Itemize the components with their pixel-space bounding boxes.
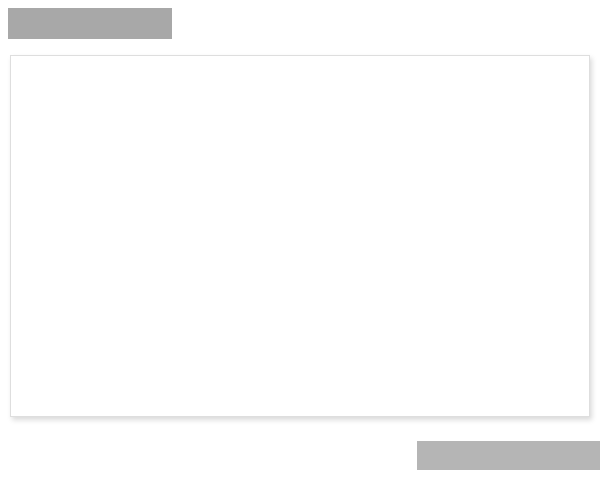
footer-url-watermark (417, 441, 600, 470)
tg-badge (8, 8, 172, 39)
chart-canvas (11, 56, 589, 416)
chart-card (10, 55, 590, 417)
